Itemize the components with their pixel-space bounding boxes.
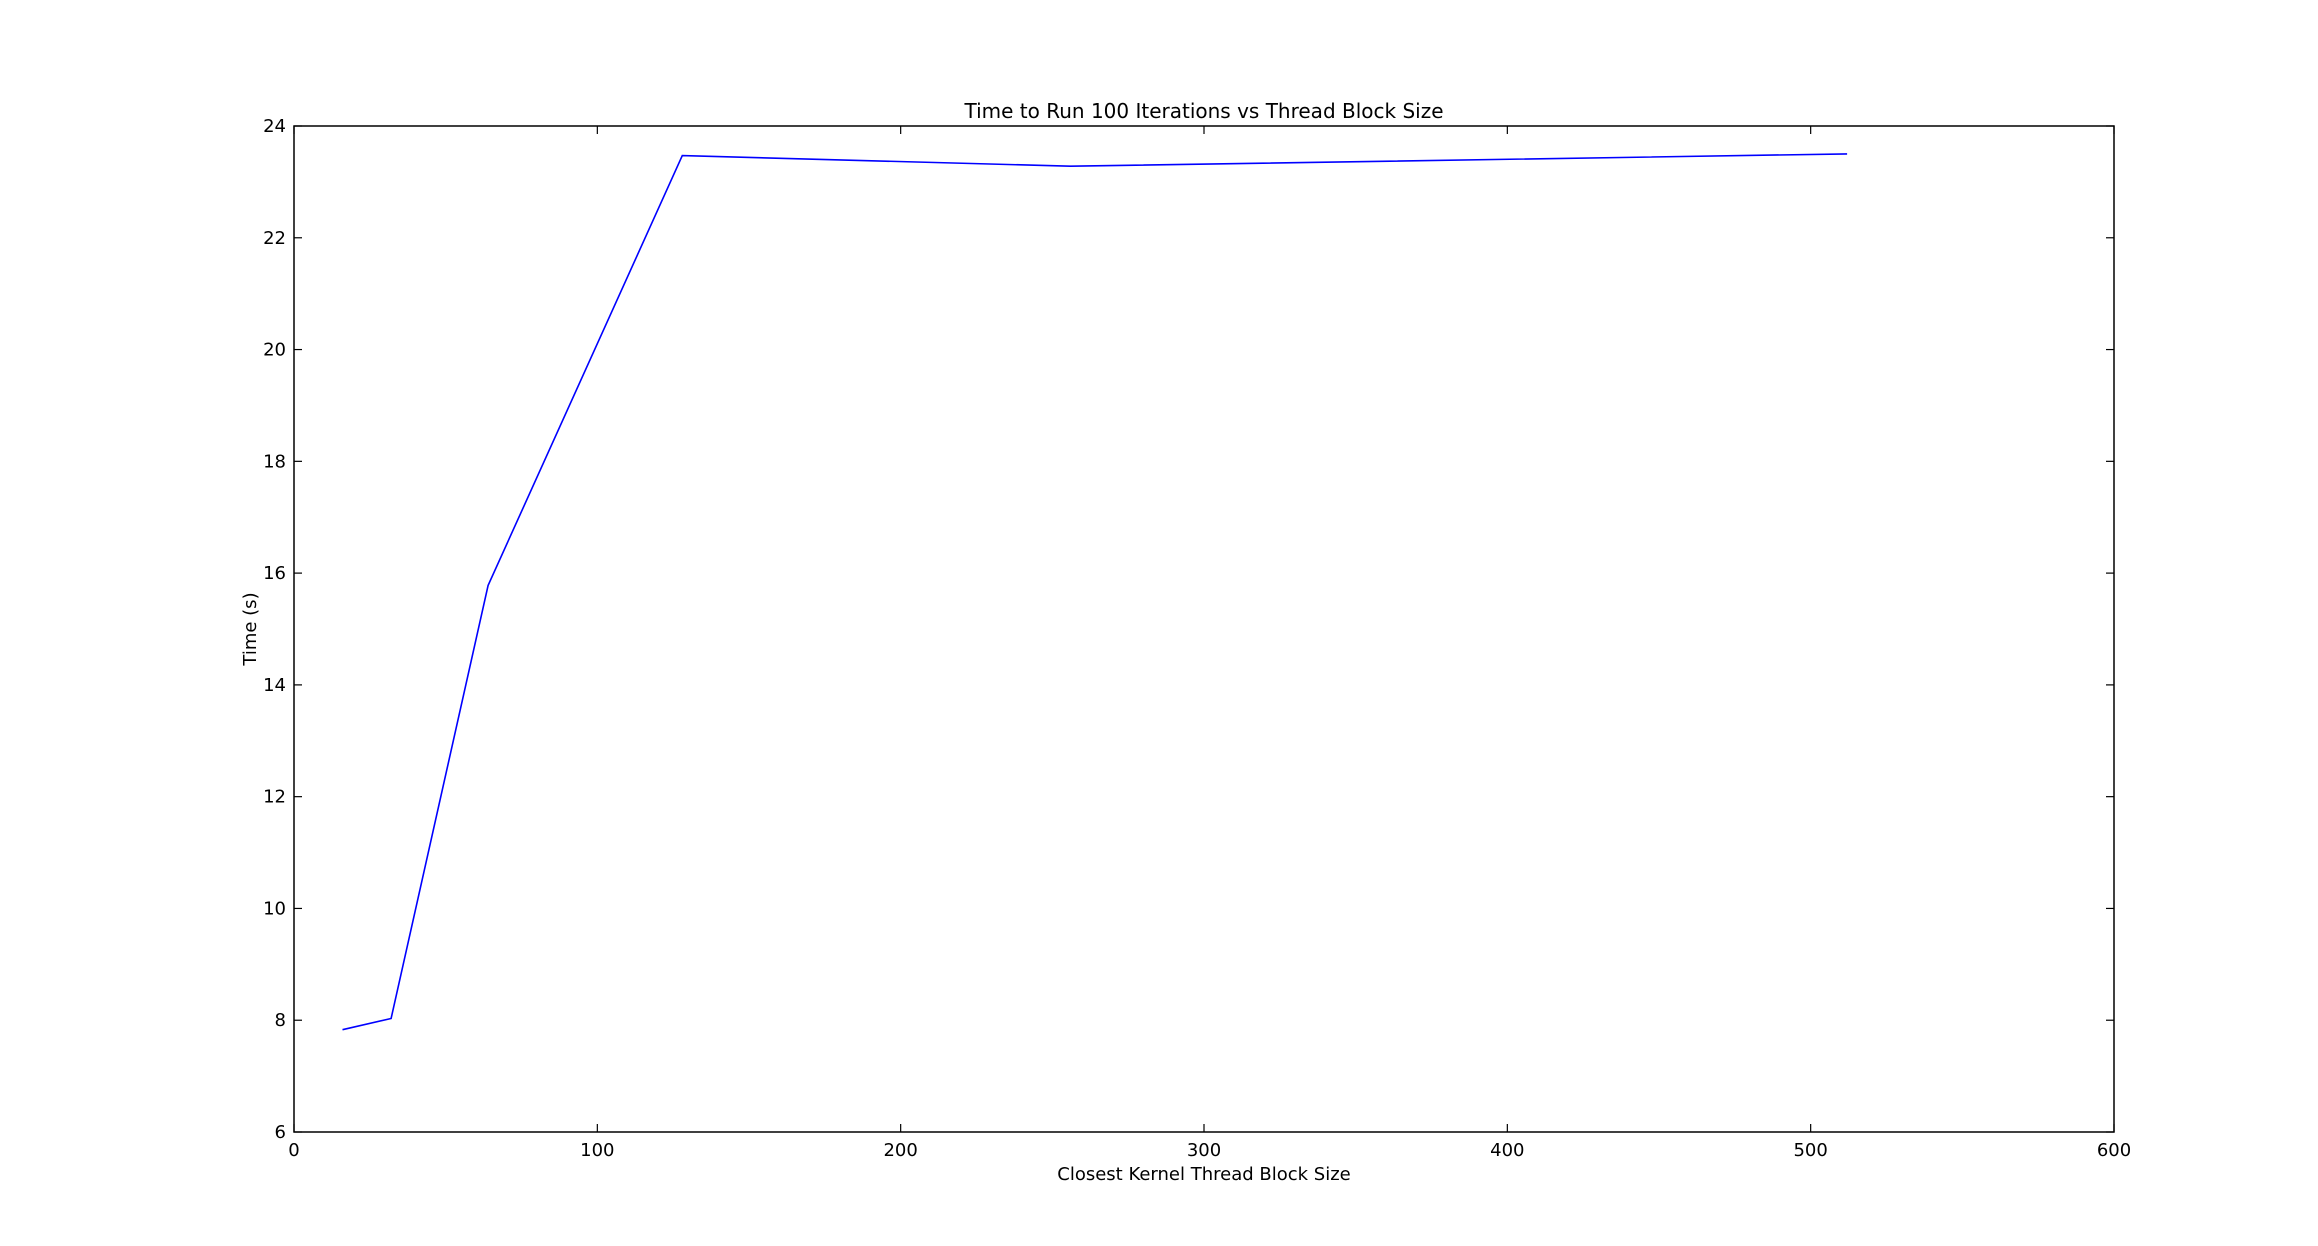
chart-title: Time to Run 100 Iterations vs Thread Blo… <box>964 99 1444 123</box>
x-tick-label: 600 <box>2097 1140 2131 1161</box>
y-tick-label: 6 <box>275 1122 286 1143</box>
series-line <box>342 153 1848 1031</box>
y-tick-label: 20 <box>263 340 286 361</box>
x-tick-label: 300 <box>1187 1140 1221 1161</box>
x-tick-label: 100 <box>580 1140 614 1161</box>
x-tick-label: 0 <box>288 1140 299 1161</box>
y-tick-label: 8 <box>275 1010 286 1031</box>
x-tick-label: 200 <box>883 1140 917 1161</box>
series-layer <box>342 153 1848 1031</box>
y-tick-label: 10 <box>263 898 286 919</box>
plot-frame <box>293 125 2115 1133</box>
plot-area-background <box>294 126 2114 1132</box>
y-tick-label: 12 <box>263 787 286 808</box>
y-tick-label: 16 <box>263 563 286 584</box>
y-tick-label: 24 <box>263 116 286 137</box>
y-axis-label: Time (s) <box>240 592 261 666</box>
y-tick-label: 14 <box>263 675 286 696</box>
y-tick-label: 18 <box>263 451 286 472</box>
y-tick-label: 22 <box>263 228 286 249</box>
ticks-layer: 0 100 200 300 400 500 600 6 8 10 12 14 16 18 20 22 24 <box>263 116 2131 1161</box>
x-tick-label: 400 <box>1490 1140 1524 1161</box>
x-tick-label: 500 <box>1793 1140 1827 1161</box>
x-axis-label: Closest Kernel Thread Block Size <box>1057 1164 1350 1185</box>
